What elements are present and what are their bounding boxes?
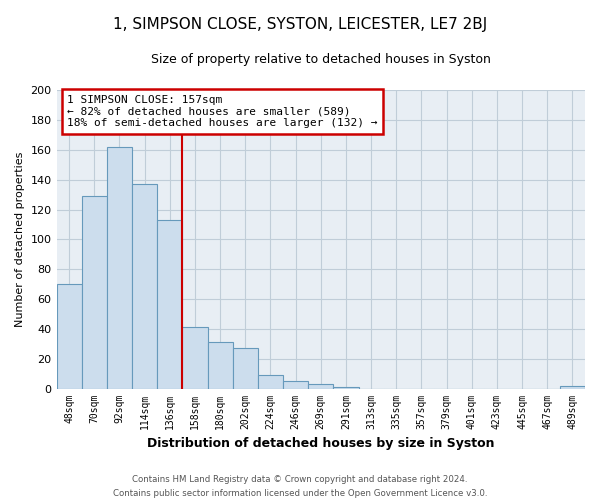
Text: 1, SIMPSON CLOSE, SYSTON, LEICESTER, LE7 2BJ: 1, SIMPSON CLOSE, SYSTON, LEICESTER, LE7… xyxy=(113,18,487,32)
Bar xyxy=(334,387,359,388)
Title: Size of property relative to detached houses in Syston: Size of property relative to detached ho… xyxy=(151,52,491,66)
Bar xyxy=(308,384,334,388)
Bar xyxy=(208,342,233,388)
X-axis label: Distribution of detached houses by size in Syston: Distribution of detached houses by size … xyxy=(147,437,494,450)
Text: Contains HM Land Registry data © Crown copyright and database right 2024.
Contai: Contains HM Land Registry data © Crown c… xyxy=(113,476,487,498)
Bar xyxy=(182,328,208,388)
Y-axis label: Number of detached properties: Number of detached properties xyxy=(15,152,25,327)
Bar xyxy=(56,284,82,389)
Bar xyxy=(132,184,157,388)
Bar xyxy=(82,196,107,388)
Bar xyxy=(157,220,182,388)
Bar xyxy=(258,375,283,388)
Bar xyxy=(560,386,585,388)
Bar xyxy=(283,381,308,388)
Text: 1 SIMPSON CLOSE: 157sqm
← 82% of detached houses are smaller (589)
18% of semi-d: 1 SIMPSON CLOSE: 157sqm ← 82% of detache… xyxy=(67,95,377,128)
Bar xyxy=(233,348,258,389)
Bar xyxy=(107,147,132,388)
